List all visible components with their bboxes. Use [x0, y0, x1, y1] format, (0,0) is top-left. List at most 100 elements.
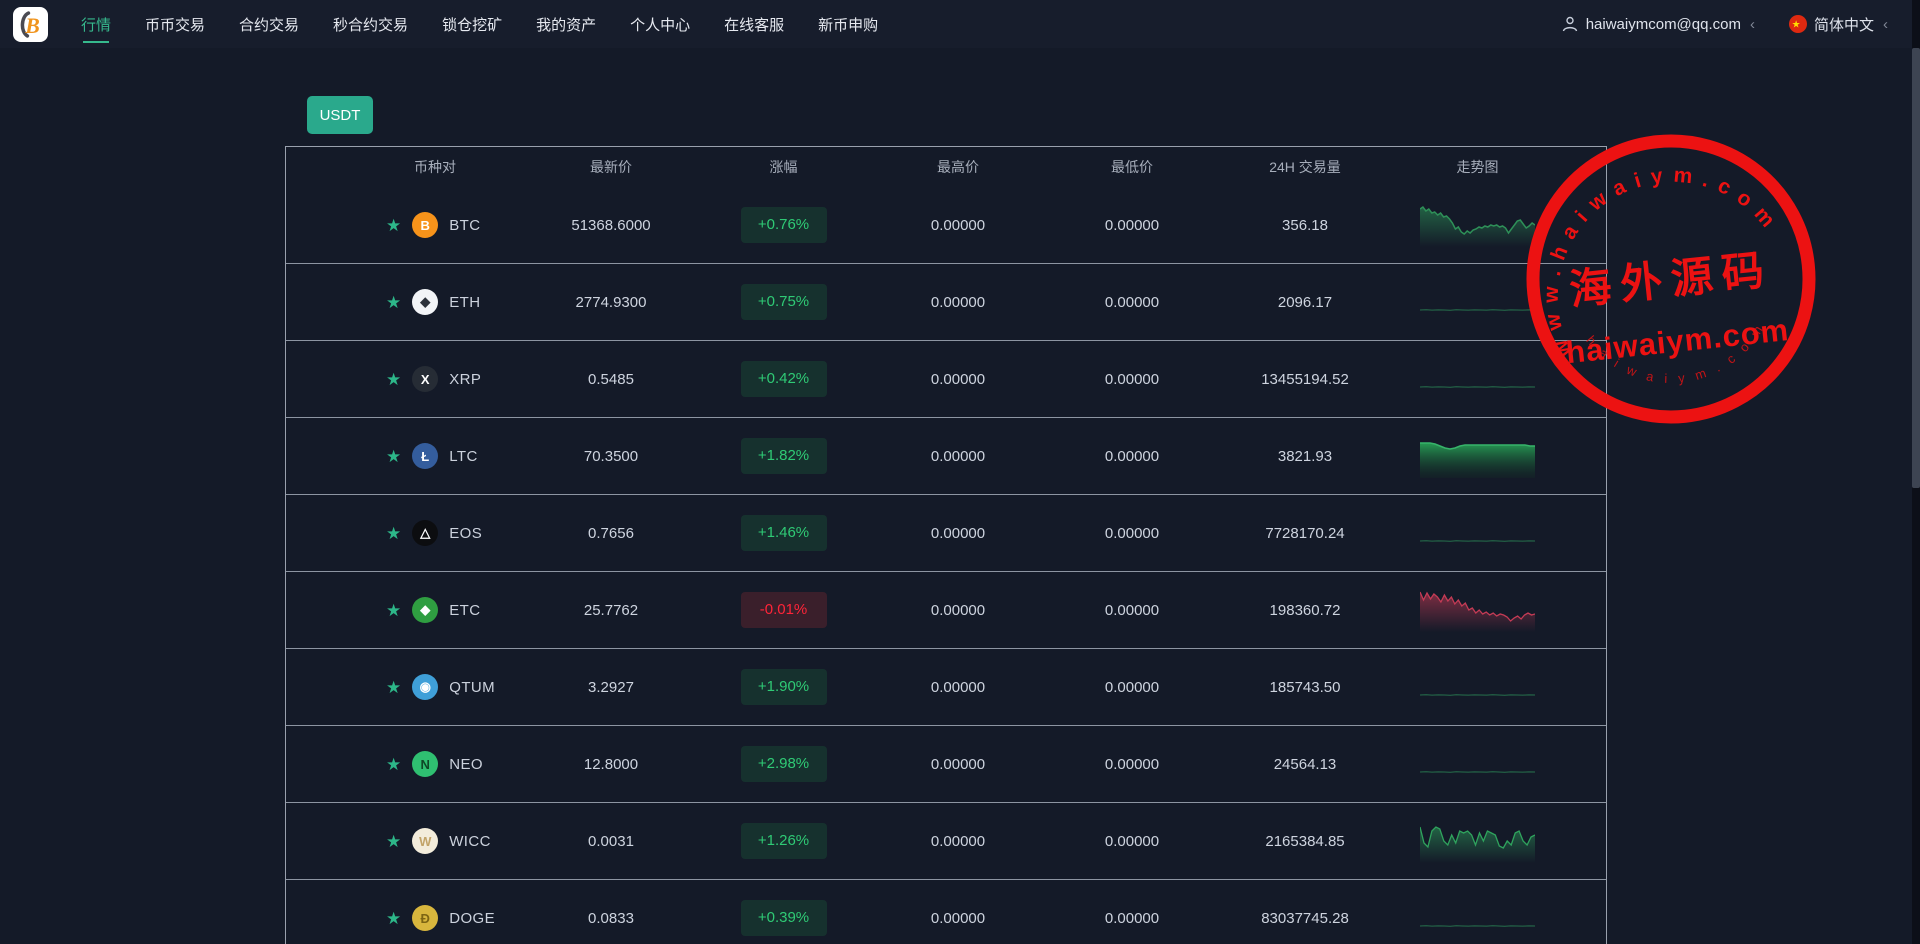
table-row-neo[interactable]: ★ N NEO 12.8000 +2.98% 0.00000 0.00000 24564.13: [286, 725, 1606, 802]
high-price-cell: 0.00000: [930, 293, 986, 311]
favorite-star-icon[interactable]: ★: [386, 908, 402, 928]
svg-text:★: ★: [1792, 19, 1801, 30]
sparkline-chart: [1420, 694, 1535, 696]
change-cell: +1.26%: [696, 823, 871, 859]
column-header: 涨幅: [769, 159, 798, 175]
usdt-tab[interactable]: USDT: [307, 96, 373, 134]
volume-24h-cell: 185743.50: [1269, 678, 1341, 696]
language-selector[interactable]: ★ 简体中文 ‹: [1788, 14, 1890, 35]
low-price-cell: 0.00000: [1104, 216, 1160, 234]
coin-symbol: XRP: [449, 370, 482, 388]
table-row-qtum[interactable]: ★ ◉ QTUM 3.2927 +1.90% 0.00000 0.00000 185743.5…: [286, 648, 1606, 725]
pair-cell: ★ ◆ ETH: [286, 289, 526, 315]
volume-24h-cell: 24564.13: [1273, 755, 1337, 773]
trend-chart-cell: [1391, 280, 1606, 324]
chevron-icon: ‹: [1749, 15, 1755, 33]
last-price-cell: 12.8000: [583, 755, 639, 773]
nav-item-lock-mining[interactable]: 锁仓挖矿: [442, 0, 502, 48]
trend-chart-cell: [1391, 357, 1606, 401]
nav-item-market[interactable]: 行情: [81, 0, 111, 48]
nav-item-online-support[interactable]: 在线客服: [724, 0, 784, 48]
low-price-cell: 0.00000: [1104, 755, 1160, 773]
change-cell: +0.39%: [696, 900, 871, 936]
nav-item-user-center[interactable]: 个人中心: [630, 0, 690, 48]
low-price-cell: 0.00000: [1104, 370, 1160, 388]
volume-24h-cell: 2165384.85: [1265, 832, 1345, 850]
high-price-cell: 0.00000: [930, 524, 986, 542]
change-badge: +0.42%: [740, 361, 827, 397]
chevron-icon: ‹: [1883, 15, 1888, 33]
favorite-star-icon[interactable]: ★: [386, 446, 402, 466]
nav-item-spot-trade[interactable]: 币币交易: [145, 0, 205, 48]
change-badge: +0.76%: [740, 207, 827, 243]
nav-item-my-assets[interactable]: 我的资产: [536, 0, 596, 48]
table-row-wicc[interactable]: ★ W WICC 0.0031 +1.26% 0.00000 0.00000 2165384.…: [286, 802, 1606, 879]
table-row-ltc[interactable]: ★ Ł LTC 70.3500 +1.82% 0.00000 0.00000 3821.93: [286, 417, 1606, 494]
change-cell: +1.46%: [696, 515, 871, 551]
low-price-cell: 0.00000: [1104, 293, 1160, 311]
brand-logo[interactable]: B: [13, 6, 48, 42]
user-account[interactable]: haiwaiymcom@qq.com ‹: [1561, 15, 1757, 33]
pair-cell: ★ ◉ QTUM: [286, 674, 526, 700]
sparkline-chart: [1420, 925, 1535, 927]
scrollbar-thumb[interactable]: [1912, 48, 1920, 488]
table-body: ★ B BTC 51368.6000 +0.76% 0.00000 0.00000 356.1…: [286, 187, 1606, 944]
last-price-cell: 0.7656: [588, 524, 634, 542]
top-navigation: B 行情 币币交易 合约交易 秒合约交易 锁仓挖矿 我的资产 个人中心 在线客服 新币申购 ha…: [0, 0, 1920, 48]
sparkline-chart: [1420, 771, 1535, 773]
coin-symbol: QTUM: [449, 678, 496, 696]
favorite-star-icon[interactable]: ★: [386, 754, 402, 774]
coin-symbol: LTC: [449, 447, 478, 465]
nav-item-label: 秒合约交易: [333, 16, 409, 34]
pair-cell: ★ ◆ ETC: [286, 597, 526, 623]
change-badge: +1.26%: [740, 823, 827, 859]
sparkline-chart: [1420, 591, 1535, 632]
change-cell: +2.98%: [696, 746, 871, 782]
table-row-xrp[interactable]: ★ X XRP 0.5485 +0.42% 0.00000 0.00000 13455194.…: [286, 340, 1606, 417]
volume-24h-cell: 3821.93: [1277, 447, 1333, 465]
nav-item-label: 个人中心: [630, 16, 691, 34]
table-row-btc[interactable]: ★ B BTC 51368.6000 +0.76% 0.00000 0.00000 356.1…: [286, 187, 1606, 263]
watermark-arc-bottom: h a i w a i y m . c o m: [1582, 315, 1772, 396]
change-cell: +0.76%: [696, 207, 871, 243]
favorite-star-icon[interactable]: ★: [386, 600, 402, 620]
main-menu: 行情 币币交易 合约交易 秒合约交易 锁仓挖矿 我的资产 个人中心 在线客服 新币申购: [81, 0, 878, 48]
high-price-cell: 0.00000: [930, 832, 986, 850]
favorite-star-icon[interactable]: ★: [386, 523, 402, 543]
volume-24h-cell: 7728170.24: [1265, 524, 1345, 542]
table-row-doge[interactable]: ★ Đ DOGE 0.0833 +0.39% 0.00000 0.00000 83037745…: [286, 879, 1606, 944]
favorite-star-icon[interactable]: ★: [386, 215, 402, 235]
volume-24h-cell: 2096.17: [1277, 293, 1333, 311]
low-price-cell: 0.00000: [1104, 524, 1160, 542]
last-price-cell: 0.0031: [588, 832, 634, 850]
table-row-eth[interactable]: ★ ◆ ETH 2774.9300 +0.75% 0.00000 0.00000 2096.1…: [286, 263, 1606, 340]
change-cell: +0.42%: [696, 361, 871, 397]
nav-item-second-contract[interactable]: 秒合约交易: [333, 0, 408, 48]
pair-cell: ★ X XRP: [286, 366, 526, 392]
nav-item-contract-trade[interactable]: 合约交易: [239, 0, 299, 48]
favorite-star-icon[interactable]: ★: [386, 677, 402, 697]
high-price-cell: 0.00000: [930, 601, 986, 619]
nav-item-label: 币币交易: [145, 16, 206, 34]
favorite-star-icon[interactable]: ★: [386, 292, 402, 312]
coin-icon-xrp: X: [412, 366, 439, 392]
change-badge: +1.82%: [740, 438, 827, 474]
table-row-etc[interactable]: ★ ◆ ETC 25.7762 -0.01% 0.00000 0.00000 198360.7…: [286, 571, 1606, 648]
nav-item-label: 行情: [81, 16, 112, 34]
low-price-cell: 0.00000: [1104, 678, 1160, 696]
table-row-eos[interactable]: ★ △ EOS 0.7656 +1.46% 0.00000 0.00000 7728170.2…: [286, 494, 1606, 571]
pair-cell: ★ W WICC: [286, 828, 526, 854]
favorite-star-icon[interactable]: ★: [386, 369, 402, 389]
high-price-cell: 0.00000: [930, 216, 986, 234]
nav-item-new-coin[interactable]: 新币申购: [818, 0, 878, 48]
last-price-cell: 0.5485: [588, 370, 634, 388]
coin-symbol: BTC: [449, 216, 481, 234]
scrollbar-track[interactable]: [1912, 0, 1920, 944]
favorite-star-icon[interactable]: ★: [386, 831, 402, 851]
trend-chart-cell: [1391, 819, 1606, 863]
user-email: haiwaiymcom@qq.com: [1585, 15, 1741, 33]
volume-24h-cell: 13455194.52: [1261, 370, 1349, 388]
nav-right: haiwaiymcom@qq.com ‹ ★ 简体中文 ‹: [1561, 14, 1890, 35]
pair-cell: ★ Ł LTC: [286, 443, 526, 469]
column-header: 币种对: [414, 159, 456, 175]
